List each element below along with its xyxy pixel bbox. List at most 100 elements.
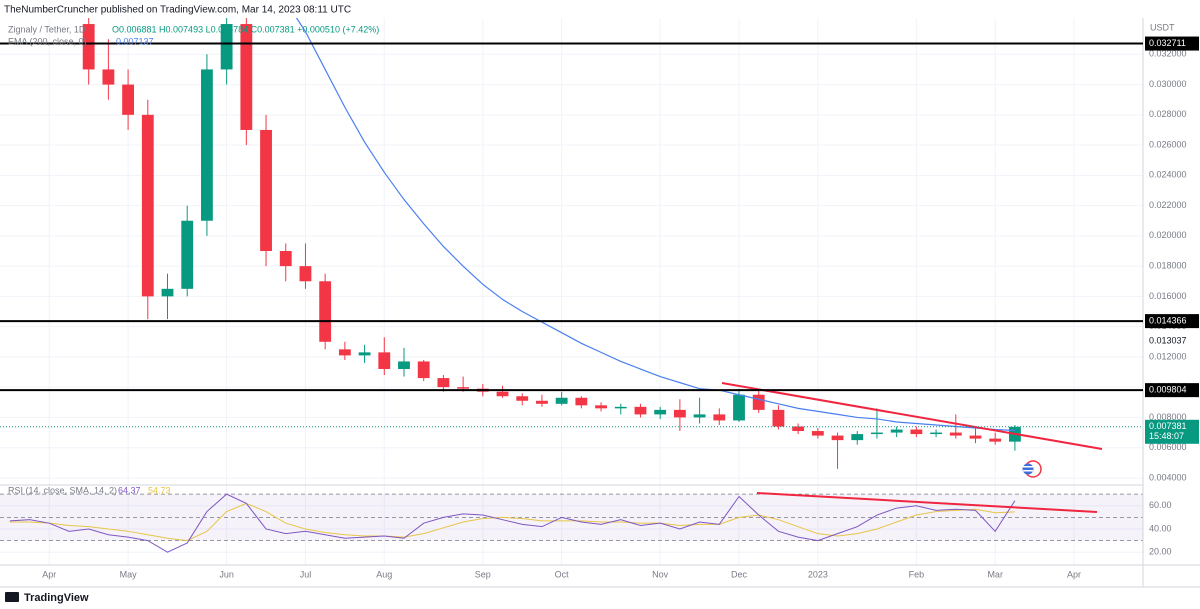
- y-tick-label: 20.00: [1149, 547, 1172, 557]
- footer-logo: [5, 592, 19, 602]
- candle-body: [358, 352, 371, 356]
- candle-body: [279, 251, 292, 267]
- candle-body: [752, 394, 765, 410]
- level-label-box: [1145, 383, 1199, 398]
- x-tick-label: May: [120, 569, 138, 579]
- candle-body: [260, 129, 272, 251]
- rsi-title: RSI (14, close, SMA, 14, 2): [8, 485, 117, 495]
- candle-body: [713, 414, 726, 421]
- candle-body: [811, 431, 824, 436]
- price-pane: [82, 18, 1021, 469]
- level-label-box: [1145, 314, 1199, 329]
- candle-body: [595, 405, 607, 409]
- y-tick-label: 0.004000: [1149, 472, 1187, 482]
- y-tick-label: 60.00: [1149, 500, 1172, 510]
- candle-body: [772, 409, 785, 427]
- x-tick-label: 2023: [808, 569, 828, 579]
- legend-ohlc: O0.006881 H0.007493 L0.006784 C0.007381 …: [112, 24, 379, 34]
- level-label: 0.032711: [1149, 38, 1186, 48]
- overlay: 0.032711 0.014366 0.009804 0.013037 0.007381…: [0, 24, 1199, 495]
- y-tick-label: 0.030000: [1149, 79, 1187, 89]
- x-tick-label: Sep: [475, 569, 491, 579]
- candle-body: [181, 220, 194, 289]
- legend-ema-name: EMA (200, close, 0): [8, 36, 87, 46]
- y-tick-label: 0.016000: [1149, 291, 1187, 301]
- x-tick-label: Apr: [42, 569, 56, 579]
- y-tick-label: 0.008000: [1149, 412, 1187, 422]
- candle-body: [437, 378, 450, 388]
- rsi-trend-line: [756, 492, 1098, 513]
- candle-body: [969, 435, 982, 439]
- y-tick-label: 0.012000: [1149, 351, 1187, 361]
- y-tick-label: 0.028000: [1149, 109, 1187, 119]
- candle-body: [949, 432, 962, 436]
- legend-ema-value: 0.007137: [116, 36, 154, 46]
- y-tick-label: 0.006000: [1149, 442, 1187, 452]
- y-tick-label: 0.024000: [1149, 170, 1187, 180]
- x-tick-label: Apr: [1067, 569, 1081, 579]
- candle-body: [319, 281, 332, 342]
- rsi-legend-value: 54.73: [148, 485, 171, 495]
- candle-body: [693, 414, 706, 418]
- marker-label-bg: [1145, 334, 1199, 349]
- candle-body: [122, 84, 135, 115]
- candle-body: [398, 361, 410, 370]
- current-price-box: [1145, 419, 1199, 444]
- candle-body: [831, 435, 844, 441]
- current-price-label: 0.007381: [1149, 421, 1187, 431]
- candle-body: [634, 406, 647, 415]
- level-label: 0.014366: [1149, 315, 1187, 325]
- attribution: TheNumberCruncher published on TradingVi…: [4, 5, 351, 16]
- candle-body: [102, 69, 115, 85]
- price-marker-label: 0.013037: [1149, 336, 1187, 346]
- level-label: 0.009804: [1149, 385, 1187, 395]
- trend-line: [721, 382, 1103, 450]
- x-tick-label: Feb: [909, 569, 925, 579]
- x-tick-label: Aug: [376, 569, 392, 579]
- countdown: 15:48:07: [1149, 431, 1184, 441]
- candle-body: [733, 394, 745, 421]
- candle-body: [338, 349, 351, 356]
- candle-body: [417, 361, 430, 379]
- candle-body: [299, 266, 312, 282]
- x-tick-label: Jul: [300, 569, 312, 579]
- candle-body: [378, 352, 391, 370]
- rsi-legend-value: 64.37: [118, 485, 141, 495]
- candle-body: [240, 24, 253, 130]
- level-label-box: [1145, 36, 1199, 51]
- candle-body: [871, 432, 883, 435]
- candle-body: [82, 24, 95, 70]
- candle-body: [201, 69, 213, 221]
- y-tick-label: 0.018000: [1149, 261, 1187, 271]
- x-tick-label: Mar: [987, 569, 1003, 579]
- y-tick-label: 40.00: [1149, 523, 1172, 533]
- candle-body: [161, 288, 174, 297]
- y-tick-label: 0.022000: [1149, 200, 1187, 210]
- candle-body: [890, 429, 903, 433]
- candle-body: [910, 429, 923, 435]
- rsi-line: [9, 502, 1015, 542]
- header-bar: [0, 0, 1200, 18]
- candle-body: [614, 406, 627, 409]
- x-tick-label: Oct: [555, 569, 570, 579]
- candle-body: [792, 426, 805, 432]
- candle-body: [536, 400, 548, 404]
- y-tick-label: 0.020000: [1149, 230, 1187, 240]
- candle-body: [930, 432, 942, 435]
- x-tick-label: Nov: [652, 569, 669, 579]
- x-tick-label: Jun: [219, 569, 234, 579]
- footer: TradingView: [24, 592, 89, 604]
- grid: [0, 18, 1143, 565]
- candle-body: [673, 409, 686, 418]
- y-tick-label: 0.026000: [1149, 139, 1187, 149]
- candle-body: [851, 434, 864, 441]
- candle-body: [457, 387, 470, 389]
- candle-body: [575, 397, 588, 406]
- currency: USDT: [1150, 22, 1175, 32]
- ema-line: [295, 18, 1015, 432]
- candle-body: [516, 396, 529, 401]
- rsi-pane: [0, 493, 1143, 553]
- y-tick-label: 0.032000: [1149, 49, 1187, 59]
